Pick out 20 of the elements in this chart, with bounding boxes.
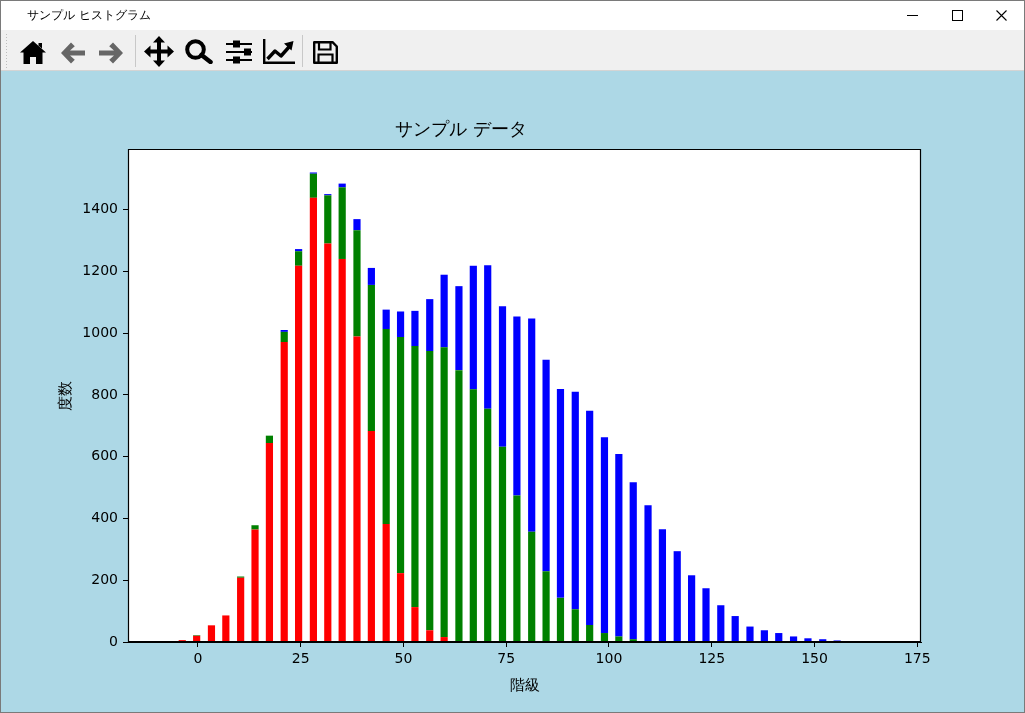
x-tick-label: 25: [291, 650, 310, 667]
x-tick-label: 0: [193, 650, 203, 667]
chart-title: サンプル データ: [395, 118, 527, 140]
y-tick-label: 1200: [82, 261, 118, 278]
x-axis-title: 階級: [509, 675, 540, 694]
y-tick-label: 1000: [82, 323, 118, 340]
x-tick-label: 150: [801, 650, 828, 667]
x-tick-label: 125: [698, 650, 726, 667]
x-tick-label: 100: [595, 650, 623, 667]
x-tick-label: 50: [394, 650, 413, 667]
x-tick-label: 175: [903, 650, 931, 667]
y-tick-label: 600: [91, 447, 118, 464]
y-tick-label: 200: [91, 570, 118, 587]
y-tick-label: 1400: [82, 200, 118, 217]
y-tick-label: 400: [91, 509, 118, 526]
y-axis-title: 度数: [55, 380, 74, 411]
y-tick-label: 0: [109, 632, 118, 649]
x-tick-label: 75: [497, 650, 516, 667]
y-tick-label: 800: [91, 385, 118, 402]
text: サンプル ヒストグラム: [27, 8, 151, 22]
